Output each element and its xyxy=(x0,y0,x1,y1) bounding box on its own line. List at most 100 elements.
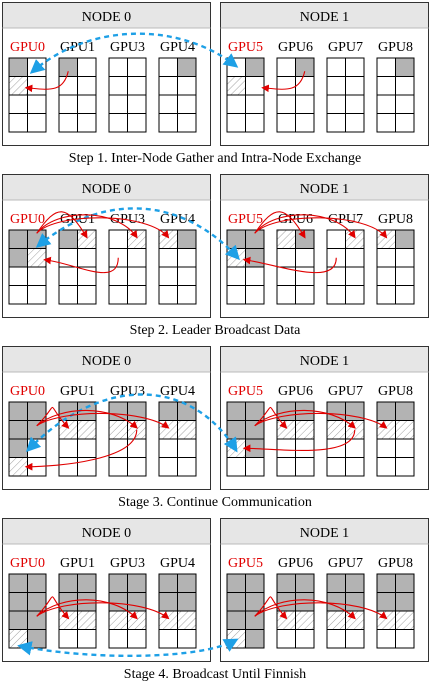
gpu-label: GPU5 xyxy=(228,384,263,399)
inter-node-arrow xyxy=(17,638,239,658)
buffer-cell xyxy=(395,248,415,268)
gpu-label: GPU0 xyxy=(10,40,45,55)
buffer-cell xyxy=(376,629,396,649)
node-header xyxy=(221,519,428,544)
gpu-label: GPU1 xyxy=(60,384,95,399)
buffer-cell-hatched xyxy=(108,610,128,630)
intra-node-arrow xyxy=(254,211,306,239)
intra-node-arrow xyxy=(254,409,356,429)
buffer-cell xyxy=(376,573,396,593)
buffer-cell xyxy=(77,94,97,114)
buffer-cell xyxy=(295,457,315,477)
buffer-cell xyxy=(158,266,178,286)
buffer-cell xyxy=(295,592,315,612)
buffer-cell xyxy=(276,94,296,114)
buffer-cell-hatched xyxy=(295,610,315,630)
intra-node-arrow xyxy=(36,406,70,429)
buffer-cell-hatched xyxy=(345,610,365,630)
buffer-cell xyxy=(245,76,265,96)
buffer-cell xyxy=(127,285,147,305)
buffer-cell-hatched xyxy=(177,420,197,440)
buffer-cell xyxy=(395,285,415,305)
intra-node-arrow xyxy=(261,71,306,93)
gpu-label: GPU5 xyxy=(228,40,263,55)
buffer-cell xyxy=(226,229,246,249)
buffer-cell xyxy=(226,401,246,421)
buffer-cell xyxy=(245,248,265,268)
buffer-cell xyxy=(276,457,296,477)
gpu-label: GPU8 xyxy=(378,384,413,399)
buffer-cell-hatched xyxy=(295,420,315,440)
buffer-cell-hatched xyxy=(77,229,97,249)
buffer-cell xyxy=(376,248,396,268)
buffer-cell xyxy=(326,592,346,612)
buffer-cell xyxy=(245,610,265,630)
buffer-cell xyxy=(127,457,147,477)
intra-node-arrow xyxy=(24,429,138,471)
buffer-cell xyxy=(326,229,346,249)
buffer-cell xyxy=(226,94,246,114)
buffer-cell xyxy=(58,248,78,268)
buffer-cell xyxy=(345,248,365,268)
buffer-cell xyxy=(177,57,197,77)
buffer-cell-hatched xyxy=(127,229,147,249)
buffer-cell xyxy=(245,457,265,477)
buffer-cell xyxy=(376,592,396,612)
gpu-label: GPU6 xyxy=(278,384,313,399)
buffer-cell-hatched xyxy=(276,229,296,249)
buffer-cell xyxy=(58,573,78,593)
buffer-cell xyxy=(127,592,147,612)
buffer-cell xyxy=(177,94,197,114)
buffer-cell-hatched xyxy=(326,610,346,630)
buffer-cell xyxy=(376,113,396,133)
buffer-cell xyxy=(8,113,28,133)
buffer-cell xyxy=(8,94,28,114)
buffer-cell xyxy=(77,592,97,612)
intra-node-arrow xyxy=(254,214,356,239)
buffer-cell xyxy=(58,457,78,477)
buffer-cell-hatched xyxy=(27,248,47,268)
intra-node-arrow xyxy=(254,596,288,620)
buffer-cell xyxy=(245,285,265,305)
buffer-cell xyxy=(58,285,78,305)
buffer-cell xyxy=(158,401,178,421)
intra-node-arrow xyxy=(254,602,388,620)
buffer-cell xyxy=(226,285,246,305)
buffer-cell xyxy=(245,401,265,421)
buffer-cell xyxy=(77,438,97,458)
buffer-cell-hatched xyxy=(127,610,147,630)
gpu-label: GPU4 xyxy=(160,212,195,227)
buffer-cell xyxy=(77,113,97,133)
gpu-label: GPU6 xyxy=(278,40,313,55)
node-header xyxy=(221,3,428,28)
buffer-cell xyxy=(376,94,396,114)
buffer-cell xyxy=(127,438,147,458)
buffer-cell xyxy=(395,94,415,114)
buffer-cell xyxy=(295,629,315,649)
gpu-label: GPU1 xyxy=(60,212,95,227)
buffer-cell-hatched xyxy=(58,420,78,440)
buffer-cell xyxy=(226,57,246,77)
arrow-layer xyxy=(17,32,388,658)
buffer-cell xyxy=(326,629,346,649)
buffer-cell xyxy=(276,76,296,96)
buffer-cell xyxy=(27,573,47,593)
intra-node-arrow xyxy=(254,217,388,239)
buffer-cell xyxy=(158,629,178,649)
buffer-cell xyxy=(158,573,178,593)
buffer-cell xyxy=(295,248,315,268)
buffer-cell xyxy=(27,57,47,77)
buffer-cell xyxy=(108,285,128,305)
intra-node-arrow xyxy=(254,406,288,429)
buffer-cell-hatched xyxy=(276,610,296,630)
buffer-cell xyxy=(245,113,265,133)
buffer-cell xyxy=(376,285,396,305)
gpu-label: GPU8 xyxy=(378,556,413,571)
buffer-cell xyxy=(108,229,128,249)
buffer-cell xyxy=(8,438,28,458)
buffer-cell xyxy=(127,113,147,133)
buffer-cell xyxy=(295,113,315,133)
buffer-cell xyxy=(326,285,346,305)
node-label: NODE 1 xyxy=(300,526,349,541)
